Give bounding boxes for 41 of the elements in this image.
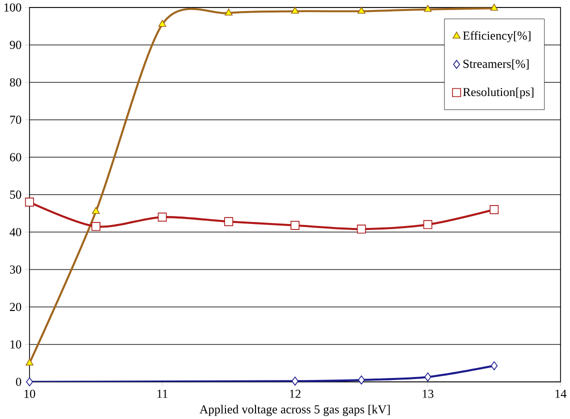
y-tick-label: 40 <box>10 228 22 236</box>
point <box>26 358 34 366</box>
point <box>291 6 299 14</box>
point <box>224 216 234 226</box>
point <box>25 198 34 206</box>
y-tick-label: 0 <box>16 378 22 386</box>
y-tick-label: 60 <box>10 152 22 162</box>
x-tick-label: 13 <box>422 390 434 398</box>
point <box>224 8 233 16</box>
x-tick-label: 14 <box>556 390 566 398</box>
point <box>292 376 298 386</box>
y-tick-label: 90 <box>10 40 22 49</box>
legend-label: Resolution[ps] <box>463 87 534 98</box>
y-tick-label: 70 <box>10 116 22 124</box>
point <box>158 20 166 27</box>
point <box>356 224 366 234</box>
point <box>358 375 365 384</box>
point <box>91 222 100 231</box>
y-tick-label: 20 <box>10 302 22 311</box>
x-axis-title: Applied voltage across 5 gas gaps [kV] <box>200 404 390 416</box>
legend-label: Efficiency[%] <box>463 30 530 42</box>
y-tick-label: 80 <box>10 78 22 86</box>
point <box>490 205 499 214</box>
x-tick-label: 11 <box>157 390 168 398</box>
point <box>424 372 432 382</box>
point <box>424 4 432 12</box>
point <box>158 212 167 222</box>
point <box>423 220 432 229</box>
y-tick-label: 10 <box>10 340 22 348</box>
point <box>490 4 498 10</box>
point <box>92 206 100 214</box>
point <box>290 220 300 230</box>
y-tick-label: 100 <box>4 3 22 12</box>
y-tick-label: 30 <box>10 265 22 274</box>
point <box>358 6 366 14</box>
point <box>490 361 498 370</box>
x-tick-label: 10 <box>24 390 36 398</box>
legend-label: Streamers[%] <box>463 59 529 70</box>
x-tick-label: 12 <box>290 390 300 398</box>
point <box>26 377 33 386</box>
y-tick-label: 50 <box>10 190 22 199</box>
